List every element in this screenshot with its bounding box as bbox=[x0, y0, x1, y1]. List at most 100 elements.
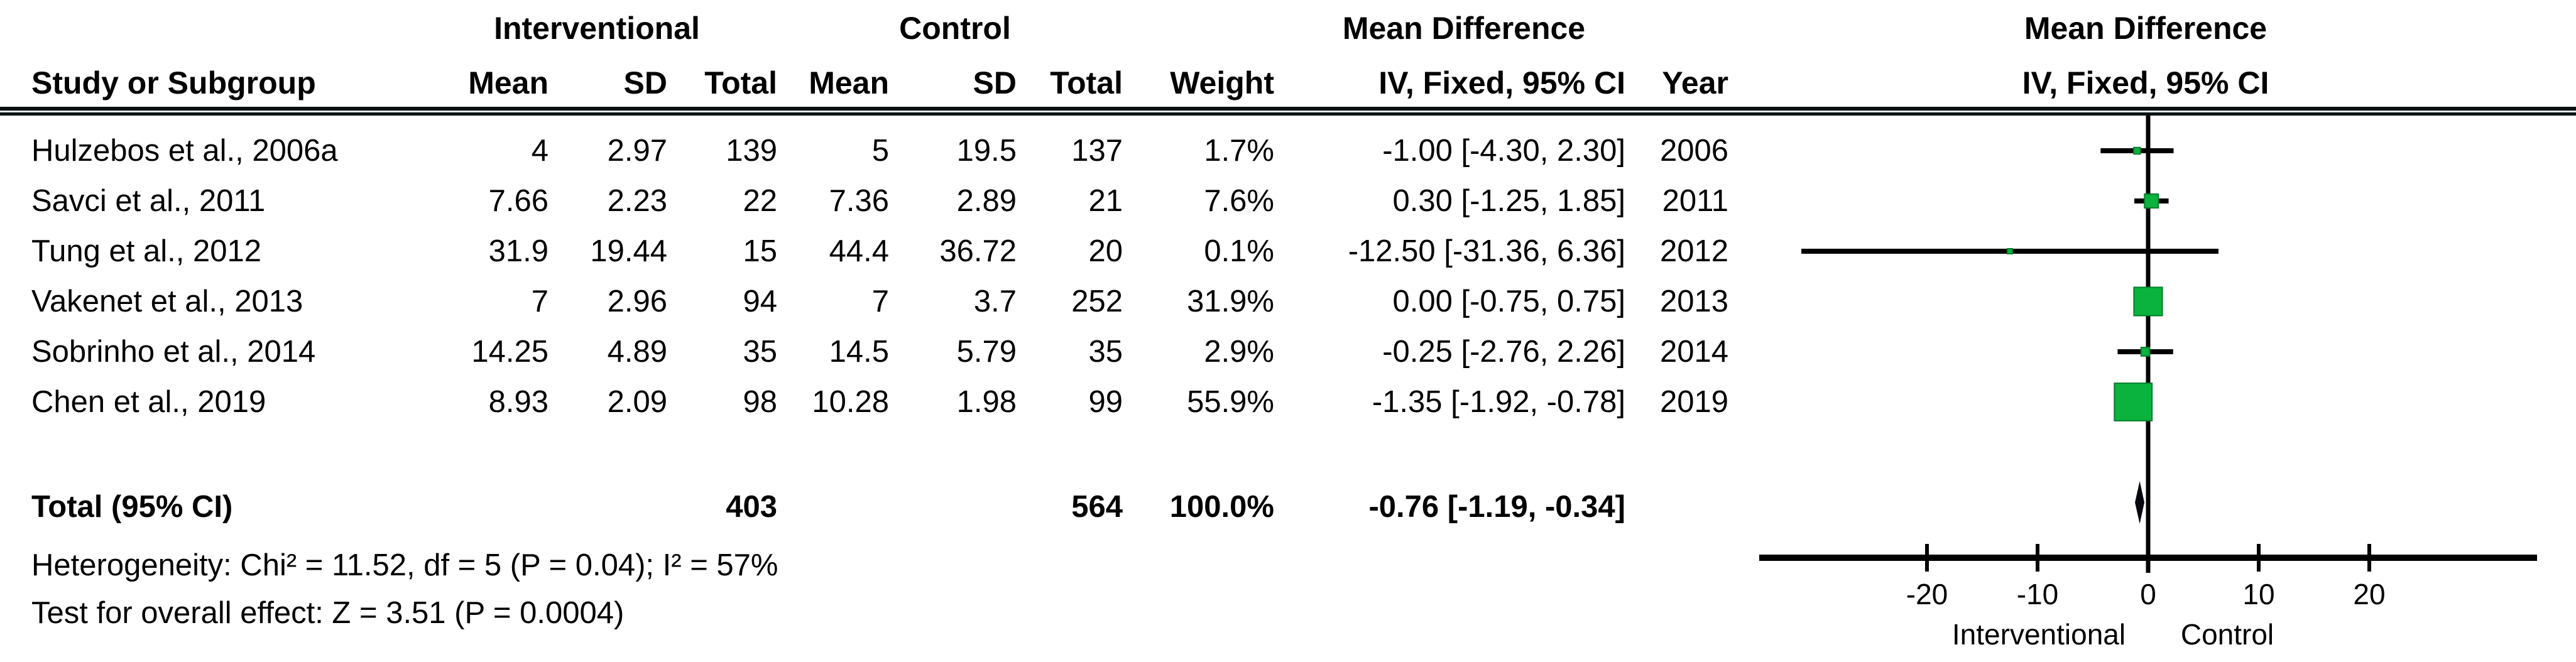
col-header-sd-control: SD bbox=[973, 65, 1017, 100]
header-rule bbox=[0, 107, 2576, 116]
control-mean: 10.28 bbox=[812, 385, 889, 419]
weight: 2.9% bbox=[1204, 335, 1274, 369]
group-header-mean-difference-right: Mean Difference bbox=[2024, 11, 2268, 46]
year: 2012 bbox=[1659, 234, 1728, 268]
table-row: Vakenet et al., 2013 7 2.96 94 7 3.7 252 31.9% 0… bbox=[0, 276, 2576, 327]
study-weight-square bbox=[2133, 146, 2141, 155]
control-mean: 44.4 bbox=[829, 234, 889, 268]
axis-tick bbox=[2146, 544, 2150, 572]
control-mean: 7 bbox=[871, 285, 889, 318]
study-weight-square bbox=[2114, 383, 2153, 421]
study-weight-square bbox=[2140, 347, 2151, 357]
mean-difference-ci: -1.35 [-1.92, -0.78] bbox=[1372, 385, 1625, 419]
interventional-total: 139 bbox=[726, 134, 777, 168]
weight: 31.9% bbox=[1187, 285, 1274, 318]
interventional-total: 15 bbox=[743, 234, 777, 268]
control-sd: 19.5 bbox=[956, 134, 1017, 168]
control-mean: 14.5 bbox=[829, 335, 889, 369]
year: 2006 bbox=[1659, 134, 1728, 168]
col-header-iv-fixed-ci-left: IV, Fixed, 95% CI bbox=[1378, 65, 1625, 100]
mean-difference-ci: -1.00 [-4.30, 2.30] bbox=[1382, 134, 1625, 168]
control-total: 252 bbox=[1071, 285, 1123, 318]
col-header-mean-control: Mean bbox=[809, 65, 889, 100]
year: 2013 bbox=[1659, 285, 1728, 318]
col-header-total-interventional: Total bbox=[704, 65, 777, 100]
group-header-mean-difference-left: Mean Difference bbox=[1342, 11, 1586, 46]
mean-difference-ci: -0.25 [-2.76, 2.26] bbox=[1382, 335, 1625, 369]
total-row-control-total: 564 bbox=[1071, 490, 1123, 524]
study-weight-square bbox=[2007, 248, 2013, 254]
tick-label: 0 bbox=[2140, 578, 2156, 610]
col-header-mean-interventional: Mean bbox=[468, 65, 548, 100]
overall-effect-text: Test for overall effect: Z = 3.51 (P = 0… bbox=[31, 596, 625, 630]
zero-line bbox=[2146, 116, 2151, 573]
col-header-study: Study or Subgroup bbox=[31, 65, 316, 100]
study-name: Savci et al., 2011 bbox=[31, 184, 266, 218]
control-sd: 1.98 bbox=[956, 385, 1017, 419]
control-sd: 5.79 bbox=[956, 335, 1017, 369]
col-header-year: Year bbox=[1662, 65, 1728, 100]
study-weight-square bbox=[2144, 193, 2159, 209]
interventional-sd: 2.97 bbox=[607, 134, 667, 168]
interventional-mean: 7.66 bbox=[488, 184, 548, 218]
control-mean: 5 bbox=[871, 134, 889, 168]
control-total: 21 bbox=[1088, 184, 1123, 218]
control-sd: 3.7 bbox=[973, 285, 1017, 318]
interventional-total: 22 bbox=[743, 184, 777, 218]
table-row: Savci et al., 2011 7.66 2.23 22 7.36 2.89 21 7.… bbox=[0, 176, 2576, 226]
interventional-sd: 4.89 bbox=[607, 335, 667, 369]
col-header-total-control: Total bbox=[1050, 65, 1123, 100]
interventional-total: 35 bbox=[743, 335, 777, 369]
control-sd: 2.89 bbox=[956, 184, 1017, 218]
axis-tick bbox=[1925, 544, 1929, 572]
table-row: Chen et al., 2019 8.93 2.09 98 10.28 1.98 99 55… bbox=[0, 377, 2576, 427]
interventional-sd: 2.23 bbox=[607, 184, 667, 218]
weight: 7.6% bbox=[1204, 184, 1274, 218]
mean-difference-ci: -12.50 [-31.36, 6.36] bbox=[1348, 234, 1625, 268]
axis-tick bbox=[2036, 544, 2039, 572]
group-header-control: Control bbox=[899, 11, 1011, 46]
control-total: 20 bbox=[1088, 234, 1123, 268]
year: 2011 bbox=[1662, 184, 1728, 218]
weight: 55.9% bbox=[1187, 385, 1274, 419]
weight: 1.7% bbox=[1204, 134, 1274, 168]
total-row-weight: 100.0% bbox=[1169, 490, 1274, 524]
mean-difference-ci: 0.30 [-1.25, 1.85] bbox=[1392, 184, 1626, 218]
study-name: Hulzebos et al., 2006a bbox=[31, 134, 338, 168]
heterogeneity-text: Heterogeneity: Chi² = 11.52, df = 5 (P =… bbox=[31, 548, 778, 582]
interventional-mean: 7 bbox=[531, 285, 548, 318]
interventional-mean: 8.93 bbox=[488, 385, 548, 419]
mean-difference-ci: 0.00 [-0.75, 0.75] bbox=[1392, 285, 1626, 318]
control-total: 35 bbox=[1088, 335, 1123, 369]
axis-tick bbox=[2257, 544, 2261, 572]
control-total: 99 bbox=[1088, 385, 1123, 419]
study-name: Tung et al., 2012 bbox=[31, 234, 261, 268]
year: 2019 bbox=[1659, 385, 1728, 419]
interventional-sd: 2.96 bbox=[607, 285, 667, 318]
total-row-ci: -0.76 [-1.19, -0.34] bbox=[1368, 490, 1625, 524]
overall-diamond bbox=[2135, 481, 2145, 524]
interventional-total: 98 bbox=[743, 385, 777, 419]
column-header-row: Study or Subgroup Mean SD Total Mean SD … bbox=[0, 58, 2576, 108]
interventional-mean: 4 bbox=[531, 134, 548, 168]
col-header-iv-fixed-ci-right: IV, Fixed, 95% CI bbox=[2022, 65, 2269, 100]
favour-label-right: Control bbox=[2181, 618, 2274, 651]
control-mean: 7.36 bbox=[829, 184, 889, 218]
favour-label-left: Interventional bbox=[1952, 618, 2126, 651]
interventional-mean: 14.25 bbox=[471, 335, 548, 369]
axis-tick bbox=[2367, 544, 2371, 572]
control-total: 137 bbox=[1071, 134, 1123, 168]
study-name: Vakenet et al., 2013 bbox=[31, 285, 303, 318]
weight: 0.1% bbox=[1204, 234, 1274, 268]
col-header-weight: Weight bbox=[1170, 65, 1274, 100]
total-row-interventional-total: 403 bbox=[726, 490, 777, 524]
tick-label: -20 bbox=[1906, 578, 1948, 610]
group-header-row: Interventional Control Mean Difference M… bbox=[0, 3, 2576, 53]
interventional-sd: 19.44 bbox=[590, 234, 667, 268]
table-row: Hulzebos et al., 2006a 4 2.97 139 5 19.5 137 1.… bbox=[0, 126, 2576, 176]
year: 2014 bbox=[1659, 335, 1728, 369]
interventional-sd: 2.09 bbox=[607, 385, 667, 419]
study-name: Sobrinho et al., 2014 bbox=[31, 335, 316, 369]
table-row: Sobrinho et al., 2014 14.25 4.89 35 14.5 5.79… bbox=[0, 327, 2576, 377]
